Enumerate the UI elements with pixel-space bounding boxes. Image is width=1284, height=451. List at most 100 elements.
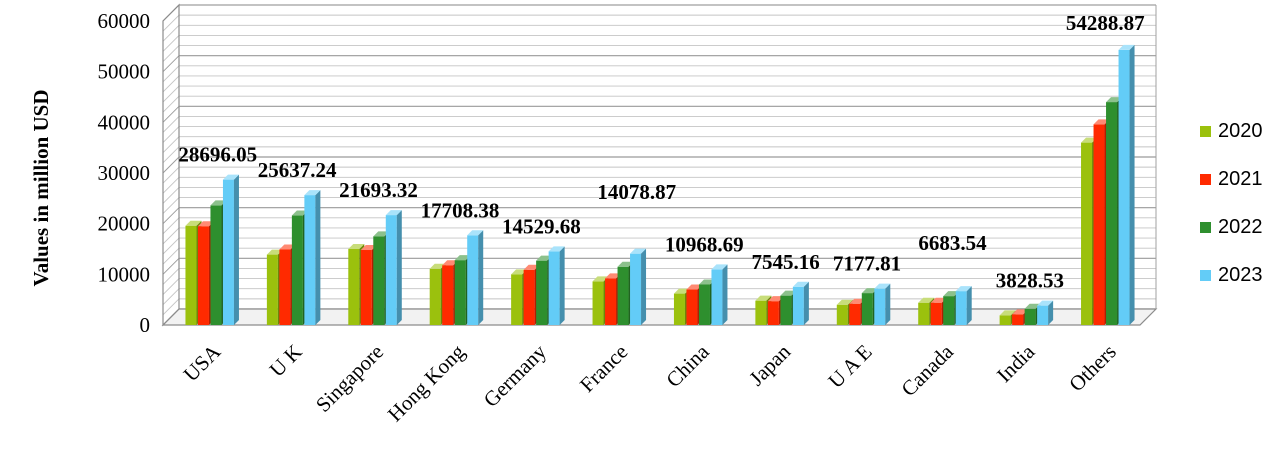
x-tick-label: Others — [1064, 340, 1121, 397]
bar-front — [304, 195, 316, 325]
bar-top — [999, 310, 1016, 316]
bar-front — [511, 274, 523, 325]
bar-top — [523, 264, 540, 270]
bar-front — [630, 253, 642, 325]
gridline-side — [162, 45, 180, 62]
bar-top — [1024, 303, 1041, 309]
y-tick-label: 30000 — [98, 161, 151, 185]
gridline-side — [162, 146, 180, 164]
bar-front — [1081, 142, 1093, 325]
bar-top — [222, 174, 239, 180]
bar-top — [874, 283, 891, 289]
bar-front — [385, 215, 397, 325]
bar-top — [861, 288, 878, 294]
bar-front — [711, 269, 723, 325]
gridline-side — [162, 106, 180, 123]
bar-side — [478, 230, 484, 325]
bar-front — [360, 250, 372, 325]
bar-side — [559, 246, 565, 325]
y-tick-label: 60000 — [98, 9, 151, 33]
bar-front — [523, 269, 535, 325]
gridline-side — [162, 176, 180, 194]
bar-top — [605, 273, 622, 279]
gridline-side — [162, 35, 180, 52]
bar-side — [722, 264, 728, 325]
x-tick-label: USA — [179, 339, 226, 386]
y-tick-label: 10000 — [98, 262, 151, 286]
gridline-side — [162, 207, 180, 224]
legend-swatch — [1200, 126, 1211, 137]
data-label: 10968.69 — [665, 232, 744, 256]
bar-front — [780, 295, 792, 325]
bar-top — [548, 246, 565, 252]
bar-front — [955, 291, 967, 325]
bar-front — [861, 293, 873, 325]
bar-top — [849, 298, 866, 304]
bar-top — [1118, 44, 1135, 50]
bar-front — [1037, 305, 1049, 325]
gridline-side — [162, 65, 180, 83]
side-wall — [162, 3, 180, 327]
gridline-side — [162, 136, 180, 154]
x-tick-label: India — [992, 339, 1040, 387]
gridline-side — [162, 227, 180, 245]
bar-top — [467, 230, 484, 236]
x-tick-label: Hong Kong — [383, 339, 470, 426]
legend-item: 2021 — [1200, 168, 1263, 190]
data-label: 7177.81 — [833, 252, 901, 276]
bar-top — [197, 221, 214, 227]
y-tick-labels: 0 10000 20000 30000 40000 50000 60000 — [98, 9, 151, 337]
bar-top — [279, 244, 296, 250]
bar-front — [548, 251, 560, 325]
bar-front — [429, 268, 441, 325]
data-label: 14078.87 — [597, 180, 676, 204]
bar-front — [348, 249, 360, 325]
gridline-side — [162, 14, 180, 32]
bar-front — [1118, 49, 1130, 325]
bar-front — [373, 236, 385, 325]
bar-front — [605, 278, 617, 325]
bar — [874, 283, 891, 325]
bar — [385, 210, 402, 325]
bar-front — [698, 284, 710, 325]
bar-side — [1129, 44, 1135, 325]
bar-top — [1037, 300, 1054, 306]
bar-front — [592, 281, 604, 325]
legend-item: 2020 — [1200, 120, 1263, 142]
bar-top — [373, 231, 390, 237]
gridline-side — [162, 55, 180, 72]
bar-top — [755, 295, 772, 301]
bar — [955, 286, 972, 325]
bar-top — [385, 210, 402, 216]
bar-top — [1093, 119, 1110, 125]
bar-front — [943, 296, 955, 325]
bar-front — [930, 302, 942, 325]
bar-front — [185, 225, 197, 325]
gridline-side — [162, 24, 180, 42]
bar-side — [233, 174, 239, 325]
gridline-side — [162, 288, 180, 306]
x-tick-label: Canada — [896, 339, 958, 401]
bar-front — [279, 249, 291, 325]
data-label: 6683.54 — [918, 231, 987, 255]
data-label: 21693.32 — [339, 178, 418, 202]
data-label: 25637.24 — [258, 158, 337, 182]
bar-front — [792, 286, 804, 325]
bar — [711, 264, 728, 325]
x-tick-label: France — [575, 340, 632, 397]
bar-front — [536, 260, 548, 325]
bar-front — [999, 315, 1011, 325]
legend-label: 2020 — [1218, 120, 1263, 142]
legend-label: 2022 — [1218, 216, 1263, 238]
x-tick-label: U A E — [823, 340, 876, 393]
y-axis-label: Values in million USD — [29, 89, 53, 286]
x-tick-label: Germany — [479, 339, 552, 412]
bar-side — [315, 190, 321, 325]
bar-front — [849, 303, 861, 325]
gridline-side — [162, 166, 180, 184]
bar-front — [291, 215, 303, 325]
y-tick-label: 50000 — [98, 60, 151, 84]
axes — [161, 3, 1158, 327]
bar-top — [360, 245, 377, 251]
